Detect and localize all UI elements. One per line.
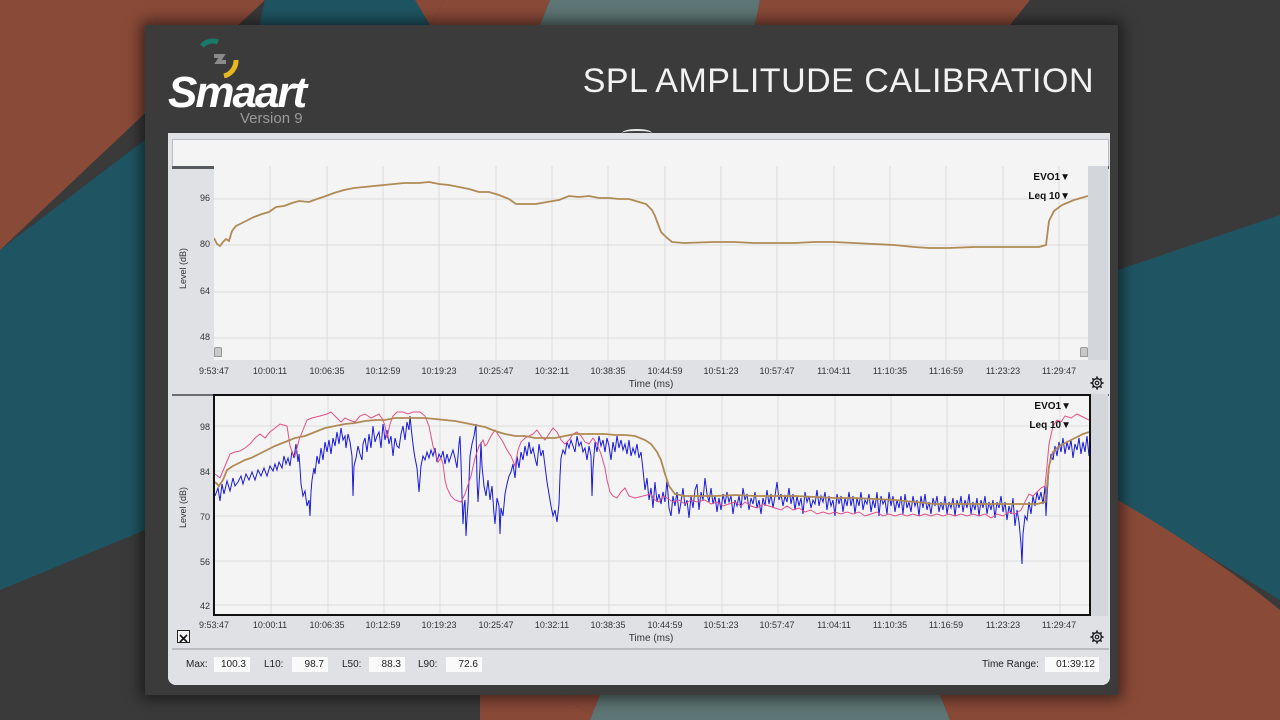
l10-label: L10: bbox=[264, 659, 284, 670]
bottom-x-axis-label: Time (ms) bbox=[628, 633, 674, 644]
logo-version: Version 9 bbox=[240, 110, 303, 127]
top-y-tick: 48 bbox=[199, 332, 210, 342]
dropdown-arrow-icon: ▼ bbox=[1061, 401, 1071, 412]
bottom-x-tick: 10:57:47 bbox=[759, 620, 795, 630]
top-y-tick: 96 bbox=[199, 193, 210, 203]
collapse-handle[interactable] bbox=[622, 129, 652, 137]
bottom-x-tick: 9:53:47 bbox=[198, 620, 230, 630]
top-y-tick: 64 bbox=[199, 286, 210, 296]
top-y-axis-label: Level (dB) bbox=[178, 247, 188, 289]
bottom-plot-svg bbox=[215, 396, 1089, 614]
bottom-x-tick: 11:10:35 bbox=[872, 620, 908, 630]
left-range-marker[interactable] bbox=[214, 347, 222, 357]
top-x-tick: 10:38:35 bbox=[590, 366, 626, 376]
top-x-tick: 10:25:47 bbox=[478, 366, 514, 376]
bottom-x-tick: 11:23:23 bbox=[985, 620, 1021, 630]
bottom-leq-line bbox=[215, 417, 1089, 505]
gear-icon[interactable] bbox=[1090, 630, 1104, 644]
l50-label: L50: bbox=[342, 659, 362, 670]
top-plot-panel: Level (dB) 96 80 64 48 bbox=[172, 166, 1109, 394]
top-right-strip bbox=[1088, 166, 1108, 360]
bottom-x-tick: 11:16:59 bbox=[928, 620, 964, 630]
dropdown-arrow-icon: ▼ bbox=[1060, 191, 1070, 202]
l90-value: 72.6 bbox=[446, 657, 482, 672]
dropdown-arrow-icon: ▼ bbox=[1060, 172, 1070, 183]
bottom-y-tick: 98 bbox=[199, 422, 210, 432]
toolbar-strip bbox=[172, 139, 1109, 168]
smaart-app-frame: Level (dB) 96 80 64 48 bbox=[168, 129, 1110, 685]
logo-mark-icon bbox=[200, 38, 239, 78]
l10-value: 98.7 bbox=[292, 657, 328, 672]
close-plot-button[interactable] bbox=[177, 630, 190, 643]
legend-label: Leq 10 bbox=[1029, 420, 1062, 431]
bottom-y-tick: 42 bbox=[199, 601, 210, 611]
top-x-tick: 11:23:23 bbox=[985, 366, 1021, 376]
smaart-logo: Smaart Version 9 bbox=[168, 38, 318, 133]
top-x-tick: 10:19:23 bbox=[421, 366, 457, 376]
bottom-x-tick: 10:51:23 bbox=[703, 620, 739, 630]
top-grid bbox=[214, 166, 1088, 360]
top-x-tick: 9:53:47 bbox=[198, 366, 230, 376]
right-range-marker[interactable] bbox=[1080, 347, 1088, 357]
top-plot-svg bbox=[214, 166, 1088, 360]
top-x-tick: 10:44:59 bbox=[647, 366, 683, 376]
top-x-tick: 11:04:11 bbox=[817, 366, 851, 376]
close-icon bbox=[179, 634, 188, 643]
max-value: 100.3 bbox=[214, 657, 250, 672]
bottom-x-tick: 10:00:11 bbox=[252, 620, 288, 630]
bottom-x-tick: 10:19:23 bbox=[421, 620, 457, 630]
legend-label: Leq 10 bbox=[1028, 191, 1061, 202]
bottom-right-strip bbox=[1091, 394, 1108, 616]
top-x-tick: 11:10:35 bbox=[872, 366, 908, 376]
top-x-tick: 10:12:59 bbox=[365, 366, 401, 376]
time-range-value: 01:39:12 bbox=[1045, 657, 1099, 672]
legend-label: EVO1 bbox=[1034, 401, 1062, 412]
top-x-tick: 11:29:47 bbox=[1041, 366, 1077, 376]
bottom-x-tick: 11:04:11 bbox=[817, 620, 851, 630]
top-x-tick: 10:51:23 bbox=[703, 366, 739, 376]
bottom-grid bbox=[215, 396, 1089, 614]
bottom-y-tick: 84 bbox=[199, 467, 210, 477]
top-legend-evo1[interactable]: EVO1▼ bbox=[1033, 172, 1070, 183]
max-label: Max: bbox=[186, 659, 208, 670]
bottom-plot-panel: Level (dB) 98 84 70 56 42 bbox=[172, 394, 1109, 648]
bottom-plot-area[interactable]: EVO1▼ Leq 10▼ bbox=[213, 394, 1091, 616]
top-leq-line bbox=[214, 181, 1088, 249]
top-x-tick: 10:57:47 bbox=[759, 366, 795, 376]
bottom-legend-evo1[interactable]: EVO1▼ bbox=[1034, 401, 1071, 412]
top-x-tick: 10:06:35 bbox=[309, 366, 345, 376]
bottom-x-tick: 10:44:59 bbox=[647, 620, 683, 630]
app-content: Level (dB) 96 80 64 48 bbox=[168, 133, 1110, 685]
bottom-x-tick: 10:38:35 bbox=[590, 620, 626, 630]
status-bar: Max: 100.3 L10: 98.7 L50: 88.3 L90: 72.6… bbox=[172, 650, 1109, 680]
bottom-x-tick: 10:25:47 bbox=[478, 620, 514, 630]
logo-wordmark: Smaart bbox=[168, 68, 307, 117]
dropdown-arrow-icon: ▼ bbox=[1061, 420, 1071, 431]
bottom-x-tick: 10:06:35 bbox=[309, 620, 345, 630]
bottom-x-tick: 10:32:11 bbox=[534, 620, 570, 630]
bottom-y-tick: 56 bbox=[199, 557, 210, 567]
bottom-legend-leq[interactable]: Leq 10▼ bbox=[1029, 420, 1071, 431]
top-legend-leq[interactable]: Leq 10▼ bbox=[1028, 191, 1070, 202]
top-x-tick: 10:32:11 bbox=[534, 366, 570, 376]
l50-value: 88.3 bbox=[369, 657, 405, 672]
l90-label: L90: bbox=[418, 659, 438, 670]
bottom-y-tick: 70 bbox=[199, 512, 210, 522]
page-title: SPL AMPLITUDE CALIBRATION bbox=[582, 62, 1094, 100]
bottom-x-tick: 11:29:47 bbox=[1041, 620, 1077, 630]
bottom-x-tick: 10:12:59 bbox=[365, 620, 401, 630]
top-y-tick: 80 bbox=[199, 239, 210, 249]
top-x-tick: 11:16:59 bbox=[928, 366, 964, 376]
status-divider bbox=[172, 648, 1109, 650]
gear-icon[interactable] bbox=[1090, 376, 1104, 390]
bottom-peak-line bbox=[215, 411, 1089, 519]
top-x-axis-label: Time (ms) bbox=[628, 379, 674, 390]
time-range-label: Time Range: bbox=[982, 659, 1039, 670]
top-x-tick: 10:00:11 bbox=[252, 366, 288, 376]
top-plot-area[interactable]: EVO1▼ Leq 10▼ bbox=[214, 166, 1088, 360]
legend-label: EVO1 bbox=[1033, 172, 1061, 183]
bottom-spl-line bbox=[215, 415, 1089, 565]
